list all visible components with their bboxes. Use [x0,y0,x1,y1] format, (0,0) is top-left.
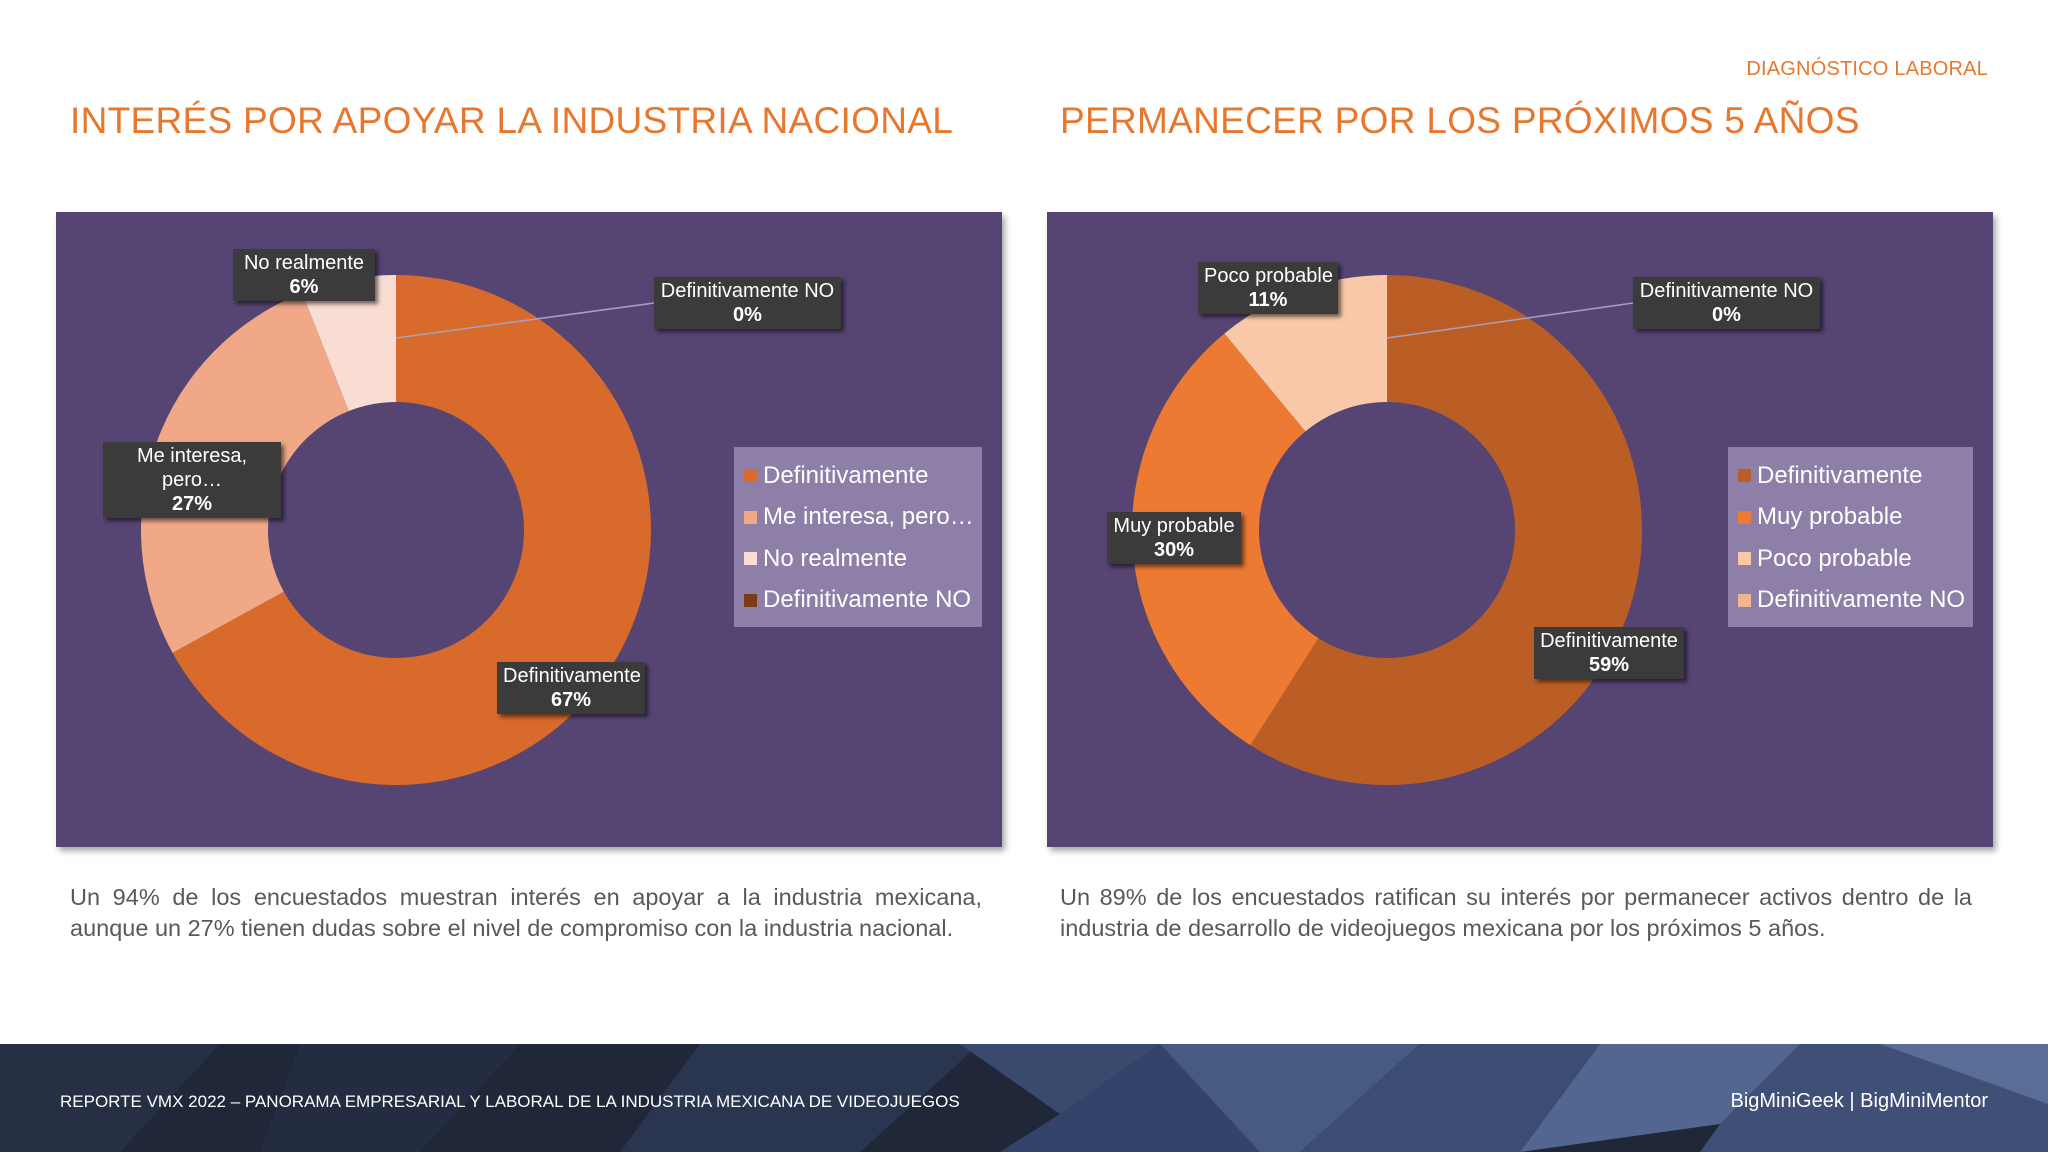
chart-1-data-label: Definitivamente 67% [497,662,645,714]
chart-1-panel: Definitivamente Me interesa, pero… No re… [56,212,1002,847]
chart-2-title: PERMANECER POR LOS PRÓXIMOS 5 AÑOS [1060,100,1860,141]
chart-1-data-label-name: No realmente [243,252,365,274]
chart-2-legend: Definitivamente Muy probable Poco probab… [1728,447,1974,627]
chart-1-data-label: No realmente 6% [233,249,375,301]
chart-2-data-label-value: 59% [1588,654,1630,676]
chart-2-caption: Un 89% de los encuestados ratifican su i… [1060,884,1972,941]
chart-2-legend-label: Muy probable [1757,503,1903,531]
chart-1-data-label-value: 27% [171,493,213,515]
chart-2-legend-item: Definitivamente NO [1738,580,1965,622]
chart-1-legend-item: Definitivamente NO [744,580,974,622]
chart-1-legend-swatch [744,593,757,607]
chart-2-panel: Definitivamente Muy probable Poco probab… [1047,212,1993,847]
chart-2-legend-item: Poco probable [1738,538,1965,580]
chart-2-slice-3 [1224,275,1387,432]
chart-1-caption: Un 94% de los encuestados muestran inter… [70,884,982,941]
chart-1-legend-swatch [744,552,757,566]
chart-2-data-label-value: 0% [1712,304,1741,326]
footer-brands: BigMiniGeek | BigMiniMentor [1730,1090,1988,1112]
chart-2-data-label-value: 11% [1248,289,1288,311]
chart-2-legend-swatch [1738,510,1751,524]
chart-1-legend-swatch [744,510,757,524]
chart-1-data-label-value: 6% [289,276,319,298]
chart-2-data-label-name: Muy probable [1113,515,1235,537]
chart-2-data-label-name: Definitivamente NO [1639,280,1814,302]
chart-2-data-label-value: 30% [1153,539,1195,561]
section-tag: DIAGNÓSTICO LABORAL [1746,58,1988,80]
chart-1-data-label-value: 67% [550,689,592,711]
chart-2-data-label-name: Poco probable [1204,265,1333,287]
chart-1-data-label: Me interesa, pero… 27% [103,442,281,518]
chart-2-legend-item: Definitivamente [1738,455,1965,497]
chart-1-legend-item: No realmente [744,538,974,580]
chart-2-data-label: Muy probable 30% [1107,512,1241,564]
chart-1-data-label: Definitivamente NO 0% [654,277,841,329]
chart-1-data-label-value: 0% [733,304,762,326]
chart-2-legend-swatch [1738,593,1751,607]
chart-2-legend-swatch [1738,552,1751,566]
chart-1-legend: Definitivamente Me interesa, pero… No re… [734,447,982,627]
chart-2-leader-line [1386,302,1634,339]
chart-2-data-label-name: Definitivamente [1540,630,1678,652]
chart-2-data-label: Definitivamente NO 0% [1633,277,1820,329]
chart-1-slice-1 [172,275,651,786]
chart-1-legend-item: Me interesa, pero… [744,497,974,539]
chart-1-data-label-name: Me interesa, pero… [136,445,248,491]
chart-2-legend-swatch [1738,469,1751,483]
chart-1-legend-label: Me interesa, pero… [763,503,974,531]
chart-1-data-label-name: Definitivamente NO [660,280,835,302]
chart-2-legend-label: Poco probable [1757,544,1912,572]
chart-1-legend-label: Definitivamente [763,461,929,489]
chart-1-leader-line [395,302,655,339]
chart-2-legend-label: Definitivamente [1757,461,1923,489]
footer: REPORTE VMX 2022 – PANORAMA EMPRESARIAL … [0,1044,2048,1152]
chart-2-legend-item: Muy probable [1738,497,1965,539]
chart-1-legend-swatch [744,469,757,483]
chart-2-data-label: Poco probable 11% [1198,262,1338,314]
chart-2-legend-label: Definitivamente NO [1757,586,1966,614]
chart-1-data-label-name: Definitivamente [503,665,641,687]
chart-1-title: INTERÉS POR APOYAR LA INDUSTRIA NACIONAL [70,100,954,141]
footer-report-title: REPORTE VMX 2022 – PANORAMA EMPRESARIAL … [60,1092,960,1111]
footer-background-pattern [0,1044,2048,1152]
chart-2-data-label: Definitivamente 59% [1534,627,1684,679]
chart-1-legend-item: Definitivamente [744,455,974,497]
chart-1-slice-3 [302,275,396,411]
chart-1-legend-label: Definitivamente NO [763,586,972,614]
chart-1-legend-label: No realmente [763,544,908,572]
